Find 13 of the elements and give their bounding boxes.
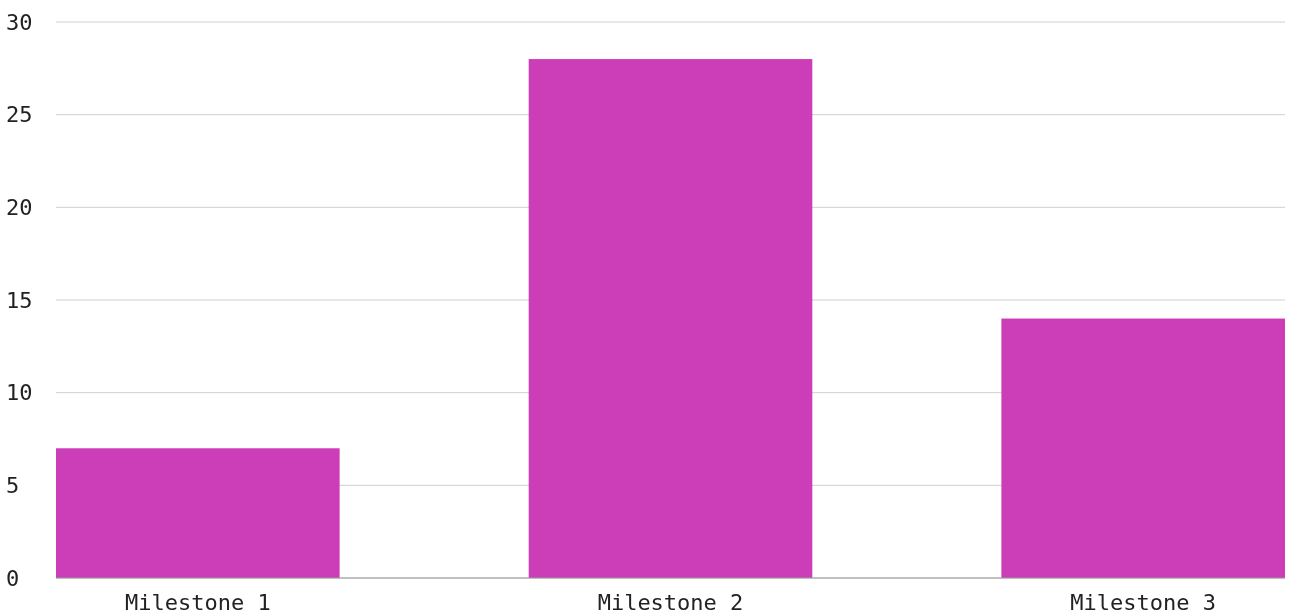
bar <box>56 448 340 578</box>
bar <box>528 59 813 578</box>
x-tick-label: Milestone 1 <box>124 590 271 615</box>
y-tick-label: 0 <box>6 565 20 591</box>
y-tick-label: 10 <box>6 380 33 406</box>
x-tick-label: Milestone 3 <box>1070 590 1217 615</box>
y-tick-label: 15 <box>6 287 33 313</box>
bar <box>1001 318 1285 578</box>
y-tick-label: 5 <box>6 473 20 499</box>
y-tick-label: 20 <box>6 195 33 221</box>
y-tick-label: 25 <box>6 102 33 128</box>
x-tick-label: Milestone 2 <box>597 590 744 615</box>
y-tick-label: 30 <box>6 9 33 35</box>
